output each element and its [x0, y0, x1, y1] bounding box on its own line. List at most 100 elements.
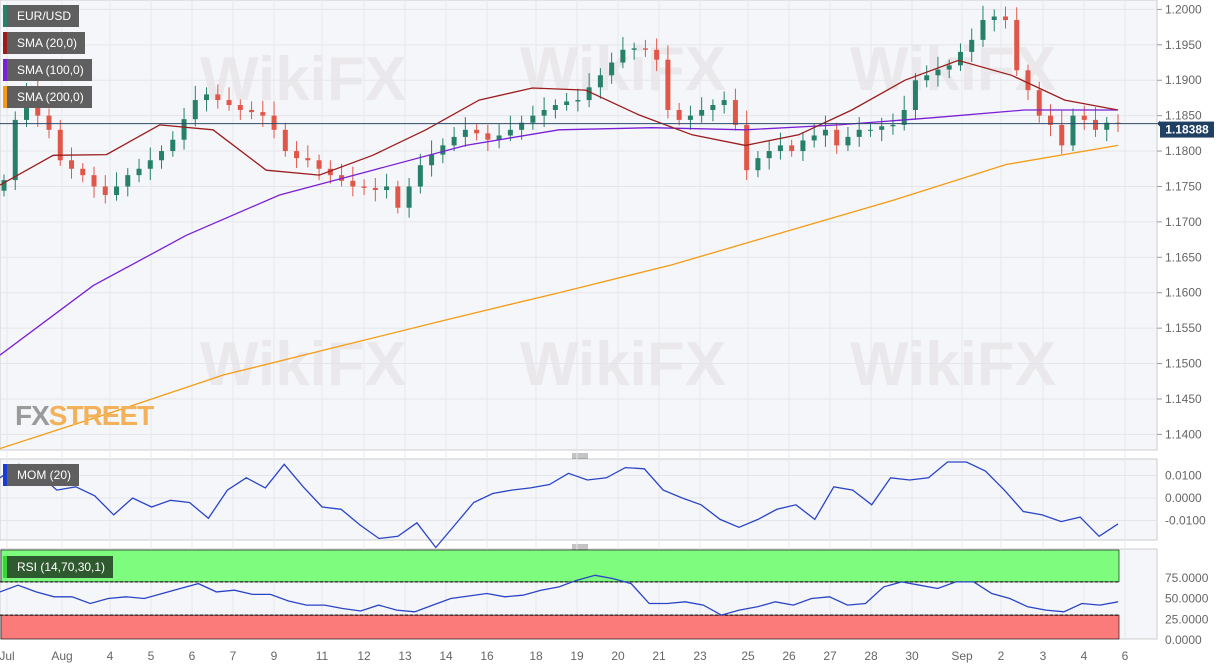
rsi-tick-label: 50.0000 — [1165, 592, 1209, 606]
candle — [687, 115, 693, 120]
candle — [361, 186, 367, 188]
candle — [755, 158, 761, 171]
y-tick-label: 1.1500 — [1165, 357, 1202, 371]
candle — [147, 160, 153, 169]
rsi-line — [0, 574, 1119, 616]
candle — [901, 109, 907, 125]
candle — [215, 94, 221, 101]
candle — [744, 124, 750, 171]
x-tick-label: 30 — [905, 649, 919, 663]
candle — [721, 100, 727, 106]
candle — [305, 158, 311, 161]
logo-fx: FX — [15, 400, 50, 431]
sma20-line — [0, 59, 1119, 186]
candle — [564, 101, 570, 106]
legend-label: MOM (20) — [17, 468, 71, 482]
x-tick-label: 28 — [864, 649, 878, 663]
candle — [451, 136, 457, 146]
candle — [530, 115, 536, 123]
mom-tick-label: -0.0100 — [1165, 514, 1206, 528]
candle — [237, 105, 243, 110]
candle — [462, 129, 468, 137]
candle — [766, 151, 772, 159]
mom-panel — [0, 458, 1158, 541]
candle — [507, 129, 513, 136]
legend-sma200[interactable]: SMA (200,0) — [3, 86, 92, 108]
last-price-pointer — [1157, 120, 1160, 127]
y-tick-label: 1.2000 — [1165, 2, 1202, 16]
candle — [1002, 16, 1008, 21]
mom-tick-label: 0.0000 — [1165, 491, 1202, 505]
y-tick-label: 1.1550 — [1165, 321, 1202, 335]
x-tick-label: 13 — [398, 649, 412, 663]
candle — [327, 168, 333, 176]
candle — [440, 145, 446, 155]
candle — [102, 186, 108, 195]
candle — [181, 119, 187, 140]
candle — [867, 129, 873, 131]
candle — [856, 129, 862, 137]
x-tick-label: 11 — [316, 649, 329, 663]
candle — [80, 168, 86, 176]
candle — [406, 186, 412, 208]
candle — [249, 109, 255, 113]
x-tick-label: 23 — [693, 649, 707, 663]
candle — [609, 62, 615, 76]
legend-sma20[interactable]: SMA (20,0) — [3, 32, 86, 54]
x-tick-label: 21 — [652, 649, 666, 663]
y-tick-label: 1.1700 — [1165, 215, 1202, 229]
x-tick-label: 16 — [480, 649, 494, 663]
candle — [170, 139, 176, 152]
candle — [12, 119, 18, 181]
legend-eurusd[interactable]: EUR/USD — [3, 5, 80, 27]
x-tick-label: Sep — [951, 649, 973, 663]
candle — [732, 100, 738, 125]
candle — [1059, 124, 1065, 146]
candle — [91, 175, 97, 187]
candle — [1036, 90, 1042, 116]
x-tick-label: 6 — [1122, 649, 1129, 663]
candle — [417, 165, 423, 187]
logo-street: STREET — [48, 400, 154, 431]
legend-rsi[interactable]: RSI (14,70,30,1) — [3, 556, 114, 578]
candle — [395, 186, 401, 208]
candle — [946, 65, 952, 70]
candle — [1047, 115, 1053, 125]
candle — [620, 49, 626, 63]
candle — [676, 109, 682, 120]
legend-label: EUR/USD — [17, 9, 72, 23]
candle — [777, 145, 783, 152]
rsi-tick-label: 0.0000 — [1165, 633, 1202, 647]
candle — [845, 136, 851, 146]
candle — [1081, 115, 1087, 120]
watermark: WikiFX — [850, 330, 1056, 399]
candle — [69, 160, 75, 169]
candle — [665, 59, 671, 110]
candle — [575, 100, 581, 102]
candle — [980, 20, 986, 40]
fxstreet-logo: FXSTREET — [15, 400, 154, 432]
x-tick-label: 5 — [148, 649, 155, 663]
candle — [834, 129, 840, 146]
legend-label: SMA (200,0) — [17, 90, 84, 104]
x-tick-label: 20 — [611, 649, 625, 663]
candle — [879, 126, 885, 130]
legend-mom[interactable]: MOM (20) — [3, 464, 79, 486]
candle — [642, 48, 648, 50]
rsi-overbought-zone — [0, 549, 1120, 583]
candle — [699, 109, 705, 116]
candle — [1070, 115, 1076, 146]
candle — [969, 39, 975, 52]
price-panel — [0, 0, 1158, 451]
candle — [1104, 122, 1110, 130]
candle — [935, 69, 941, 76]
legend-sma100[interactable]: SMA (100,0) — [3, 59, 92, 81]
candle — [541, 109, 547, 116]
candle — [271, 115, 277, 130]
candle — [282, 129, 288, 152]
candle — [384, 186, 390, 191]
candle — [1092, 119, 1098, 130]
watermark: WikiFX — [200, 330, 406, 399]
x-tick-label: 6 — [189, 649, 196, 663]
